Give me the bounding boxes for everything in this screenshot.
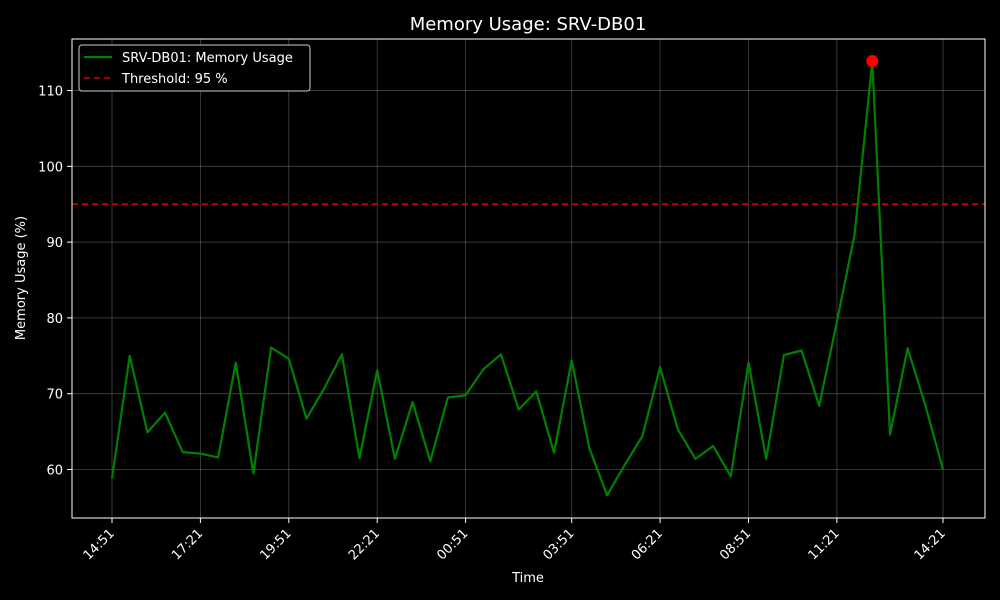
x-axis-label: Time xyxy=(511,571,544,586)
x-tick-label: 06:21 xyxy=(629,526,666,563)
y-axis-label: Memory Usage (%) xyxy=(14,216,29,340)
x-tick-label: 03:51 xyxy=(540,526,577,563)
y-tick-label: 110 xyxy=(38,85,63,100)
x-tick-label: 00:51 xyxy=(434,526,471,563)
x-tick-label: 22:21 xyxy=(346,526,383,563)
legend-series-label: SRV-DB01: Memory Usage xyxy=(122,51,293,66)
peak-marker xyxy=(866,54,879,67)
legend-threshold-label: Threshold: 95 % xyxy=(121,72,228,87)
x-tick-label: 08:51 xyxy=(717,526,754,563)
marker-layer xyxy=(866,54,879,67)
x-tick-label: 19:51 xyxy=(258,526,295,563)
x-tick-label: 11:21 xyxy=(806,526,843,563)
series-layer xyxy=(110,59,945,497)
legend: SRV-DB01: Memory Usage Threshold: 95 % xyxy=(78,44,311,92)
y-tick-label: 80 xyxy=(46,312,63,327)
chart-title: Memory Usage: SRV-DB01 xyxy=(410,14,647,35)
axes-layer: 60 70 80 90 100 110 14:51 17:21 19:51 22:21 00:51 0… xyxy=(38,38,986,563)
legend-box xyxy=(78,44,311,92)
grid-layer xyxy=(72,39,985,518)
x-tick-label: 14:21 xyxy=(912,526,949,563)
plot-frame xyxy=(71,38,986,519)
y-tick-label: 100 xyxy=(38,160,63,175)
x-tick-label: 17:21 xyxy=(169,526,206,563)
y-tick-label: 60 xyxy=(46,463,63,478)
y-tick-label: 90 xyxy=(46,236,63,251)
series-line-memory-usage xyxy=(110,59,945,497)
y-tick-label: 70 xyxy=(46,388,63,403)
x-tick-label: 14:51 xyxy=(81,526,118,563)
